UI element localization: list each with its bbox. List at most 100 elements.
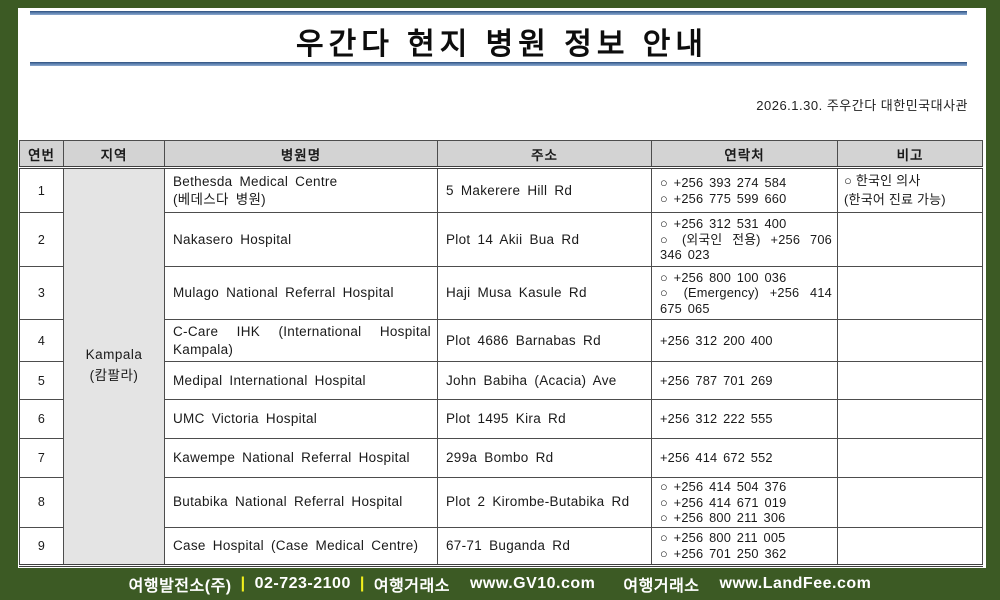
address-cell: Plot 4686 Barnabas Rd (437, 319, 652, 362)
region-cell: Kampala (캄팔라) (63, 167, 165, 566)
hospital-name-cell: Mulago National Referral Hospital (164, 266, 438, 320)
hospital-name-cell: Kawempe National Referral Hospital (164, 438, 438, 478)
table-row: 2 Nakasero Hospital Plot 14 Akii Bua Rd … (19, 212, 983, 267)
contact-cell: ○ +256 800 100 036 ○ (Emergency) +256 41… (651, 266, 838, 320)
travel-exchange-label: 여행거래소 (623, 578, 700, 595)
col-header-name: 병원명 (164, 140, 438, 169)
contact-line: +256 312 200 400 (660, 332, 773, 348)
hospital-name-cell: Medipal International Hospital (164, 361, 438, 400)
contact-line: ○ +256 414 504 376 (660, 479, 787, 494)
contact-line: ○ +256 775 599 660 (660, 190, 787, 206)
hospital-name-line: Case Hospital (Case Medical Centre) (173, 537, 419, 553)
contact-cell: ○ +256 414 504 376 ○ +256 414 671 019 ○ … (651, 477, 838, 528)
table-row: 6 UMC Victoria Hospital Plot 1495 Kira R… (19, 399, 983, 439)
table-row: 1 Kampala (캄팔라) Bethesda Medical Centre … (19, 167, 983, 566)
table-row: 8 Butabika National Referral Hospital Pl… (19, 477, 983, 528)
col-header-contact: 연락처 (651, 140, 838, 169)
address-cell: 299a Bombo Rd (437, 438, 652, 478)
region-name-en: Kampala (85, 347, 143, 363)
note-cell (837, 319, 983, 362)
contact-cell: +256 787 701 269 (651, 361, 838, 400)
note-cell: ○ 한국인 의사 (한국어 진료 가능) (837, 167, 983, 213)
note-cell (837, 526, 983, 566)
contact-cell: ○ +256 800 211 005 ○ +256 701 250 362 (651, 526, 838, 566)
header-row: 연번 지역 병원명 주소 연락처 비고 (19, 140, 983, 169)
contact-cell: ○ +256 312 531 400 ○ (외국인 전용) +256 706 3… (651, 212, 838, 267)
contact-cell: +256 312 222 555 (651, 399, 838, 439)
table-row: 9 Case Hospital (Case Medical Centre) 67… (19, 526, 983, 566)
contact-line: +256 312 222 555 (660, 411, 773, 427)
hospital-name-line: (베데스다 병원) (173, 191, 266, 207)
address-cell: Haji Musa Kasule Rd (437, 266, 652, 320)
row-number: 2 (19, 212, 64, 267)
note-cell (837, 361, 983, 400)
separator: | (359, 575, 365, 592)
hospital-name-line: Kawempe National Referral Hospital (173, 450, 410, 466)
title-rule-bottom (30, 62, 967, 66)
title-rule-top (30, 11, 967, 15)
address-cell: Plot 1495 Kira Rd (437, 399, 652, 439)
col-header-note: 비고 (837, 140, 983, 169)
contact-line: ○ +256 312 531 400 (660, 216, 787, 232)
note-cell (837, 266, 983, 320)
note-line: ○ 한국인 의사 (844, 172, 921, 188)
phone-number: 02-723-2100 (254, 575, 351, 592)
gv10-url: www.GV10.com (469, 575, 596, 592)
company-name: 여행발전소(주) (128, 578, 232, 595)
contact-line: ○ +256 393 274 584 (660, 175, 787, 190)
address-cell: Plot 2 Kirombe-Butabika Rd (437, 477, 652, 528)
hospital-name-line: Bethesda Medical Centre (173, 173, 338, 189)
region-name-ko: (캄팔라) (89, 368, 139, 384)
contact-line: ○ +256 800 211 306 (660, 510, 786, 525)
separator: | (240, 575, 246, 592)
contact-line: ○ +256 800 211 005 (660, 530, 786, 545)
row-number: 8 (19, 477, 64, 528)
note-cell (837, 212, 983, 267)
contact-line: ○ (외국인 전용) +256 706 346 023 (660, 231, 832, 263)
col-header-no: 연번 (19, 140, 64, 169)
hospital-name-line: Nakasero Hospital (173, 231, 292, 247)
document-sheet: 우간다 현지 병원 정보 안내 2026.1.30. 주우간다 대한민국대사관 … (18, 8, 986, 568)
address-cell: John Babiha (Acacia) Ave (437, 361, 652, 400)
contact-cell: +256 414 672 552 (651, 438, 838, 478)
travel-exchange-label: 여행거래소 (373, 578, 450, 595)
contact-line: ○ +256 800 100 036 (660, 269, 787, 285)
hospital-name-cell: C-Care IHK (International Hospital Kampa… (164, 319, 438, 362)
contact-line: ○ (Emergency) +256 414 675 065 (660, 285, 832, 316)
page-title: 우간다 현지 병원 정보 안내 (296, 28, 708, 61)
row-number: 7 (19, 438, 64, 478)
date-attribution: 2026.1.30. 주우간다 대한민국대사관 (756, 98, 968, 113)
address-cell: 67-71 Buganda Rd (437, 526, 652, 566)
hospital-name-line: Butabika National Referral Hospital (173, 494, 403, 510)
contact-line: ○ +256 414 671 019 (660, 494, 787, 510)
hospital-info-table: 연번 지역 병원명 주소 연락처 비고 1 Kampala (캄팔라) Beth… (19, 140, 983, 567)
col-header-address: 주소 (437, 140, 652, 169)
note-line: (한국어 진료 가능) (844, 191, 946, 207)
note-cell (837, 438, 983, 478)
table-row: 7 Kawempe National Referral Hospital 299… (19, 438, 983, 478)
row-number: 6 (19, 399, 64, 439)
contact-cell: +256 312 200 400 (651, 319, 838, 362)
hospital-name-cell: Butabika National Referral Hospital (164, 477, 438, 528)
hospital-name-cell: Bethesda Medical Centre (베데스다 병원) (164, 167, 438, 213)
hospital-name-cell: Case Hospital (Case Medical Centre) (164, 526, 438, 566)
address-cell: Plot 14 Akii Bua Rd (437, 212, 652, 267)
contact-line: +256 787 701 269 (660, 372, 773, 388)
footer-bar: 여행발전소(주) | 02-723-2100 | 여행거래소 www.GV10.… (0, 568, 1000, 600)
contact-cell: ○ +256 393 274 584 ○ +256 775 599 660 (651, 167, 838, 213)
note-cell (837, 399, 983, 439)
hospital-name-line: C-Care IHK (International Hospital Kampa… (173, 323, 431, 357)
row-number: 4 (19, 319, 64, 362)
table-row: 5 Medipal International Hospital John Ba… (19, 361, 983, 400)
hospital-name-line: UMC Victoria Hospital (173, 411, 318, 427)
table-row: 4 C-Care IHK (International Hospital Kam… (19, 319, 983, 362)
hospital-name-cell: UMC Victoria Hospital (164, 399, 438, 439)
row-number: 5 (19, 361, 64, 400)
row-number: 9 (19, 526, 64, 566)
hospital-name-cell: Nakasero Hospital (164, 212, 438, 267)
table-row: 3 Mulago National Referral Hospital Haji… (19, 266, 983, 320)
hospital-name-line: Mulago National Referral Hospital (173, 285, 394, 301)
note-cell (837, 477, 983, 528)
contact-line: +256 414 672 552 (660, 450, 773, 466)
